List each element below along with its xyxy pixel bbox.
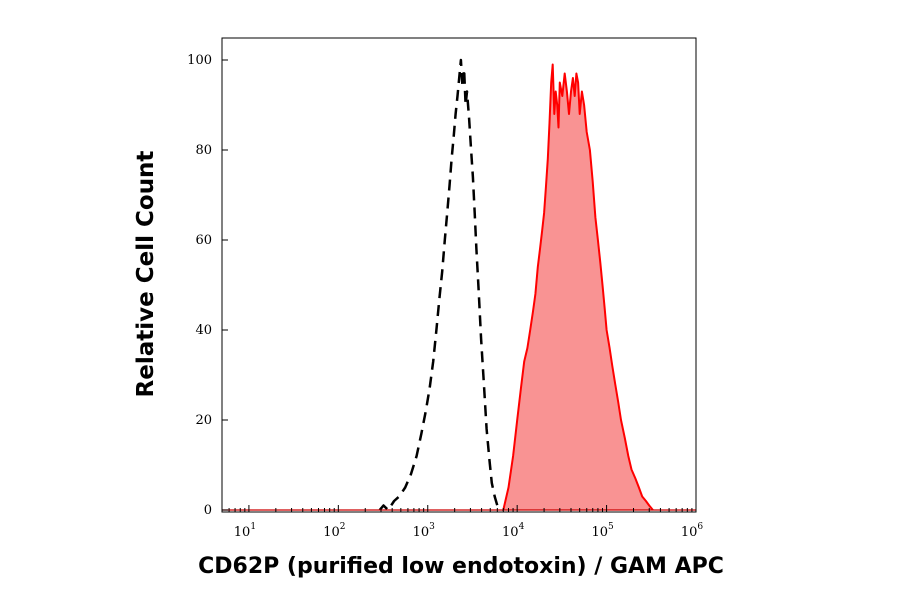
- control-histogram-line: [378, 58, 505, 512]
- stained-histogram-line: [502, 63, 654, 511]
- x-tick-label: 102: [323, 522, 345, 540]
- y-tick-label: 20: [195, 413, 212, 428]
- y-tick-label: 0: [204, 503, 212, 518]
- y-axis: 0 20 40 60 80 100: [187, 53, 228, 518]
- x-tick-label: 104: [502, 522, 525, 540]
- y-axis-title: Relative Cell Count: [133, 151, 159, 398]
- y-tick-label: 60: [195, 233, 212, 248]
- y-tick-label: 100: [187, 53, 212, 68]
- y-tick-label: 80: [195, 143, 212, 158]
- histogram-series: [222, 58, 696, 512]
- x-axis-title: CD62P (purified low endotoxin) / GAM APC: [198, 554, 724, 579]
- y-tick-label: 40: [195, 323, 212, 338]
- x-tick-label: 105: [591, 522, 614, 540]
- histogram-fill-2: [503, 64, 653, 510]
- x-tick-label: 101: [234, 522, 256, 540]
- x-axis: 101 102 103 104 105 106: [221, 505, 704, 540]
- x-tick-label: 106: [681, 522, 704, 540]
- plot-frame: [221, 37, 697, 513]
- x-tick-label: 103: [413, 522, 436, 540]
